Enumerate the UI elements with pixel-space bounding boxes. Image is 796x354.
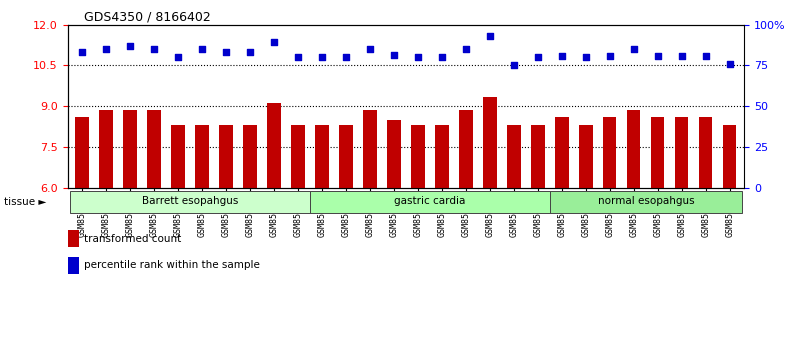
Point [508,63,521,68]
Point [388,52,400,57]
Bar [220,125,232,188]
Bar [675,117,689,188]
Point [76,49,88,55]
Bar [171,125,185,188]
Bar [388,120,400,188]
Bar [412,125,424,188]
Point [556,53,568,59]
Bar [70,190,310,213]
Text: tissue ►: tissue ► [4,197,46,207]
Bar [651,117,665,188]
Bar [291,125,305,188]
Point [267,40,280,45]
Bar [699,117,712,188]
Bar [196,125,209,188]
Bar [147,110,161,188]
Point [676,53,689,59]
Bar [483,97,497,188]
Point [172,55,185,60]
Point [603,53,616,59]
Bar [531,125,544,188]
Point [148,46,161,52]
Bar [76,117,88,188]
Text: normal esopahgus: normal esopahgus [598,196,694,206]
Point [412,55,424,60]
Bar [100,110,113,188]
Bar [310,190,550,213]
Bar [315,125,329,188]
Bar [507,125,521,188]
Bar [267,103,281,188]
Point [532,55,544,60]
Text: percentile rank within the sample: percentile rank within the sample [84,260,259,270]
Point [627,46,640,52]
Point [483,33,496,39]
Bar [724,125,736,188]
Point [220,49,232,55]
Text: GDS4350 / 8166402: GDS4350 / 8166402 [84,11,210,24]
Point [291,55,304,60]
Point [196,46,209,52]
Bar [68,257,79,274]
Point [700,53,712,59]
Point [316,55,329,60]
Bar [123,110,137,188]
Bar [603,117,616,188]
Bar [550,190,742,213]
Bar [244,125,256,188]
Bar [339,125,353,188]
Text: Barrett esopahgus: Barrett esopahgus [142,196,238,206]
Point [244,49,256,55]
Bar [556,117,568,188]
Bar [363,110,377,188]
Point [459,46,472,52]
Text: gastric cardia: gastric cardia [394,196,466,206]
Point [364,46,377,52]
Point [579,55,592,60]
Bar [579,125,592,188]
Bar [459,110,473,188]
Point [724,61,736,67]
Point [435,55,448,60]
Bar [627,110,641,188]
Point [651,53,664,59]
Bar [435,125,449,188]
Bar [68,230,79,247]
Point [123,44,136,49]
Text: transformed count: transformed count [84,234,181,244]
Point [100,46,112,52]
Point [340,55,353,60]
